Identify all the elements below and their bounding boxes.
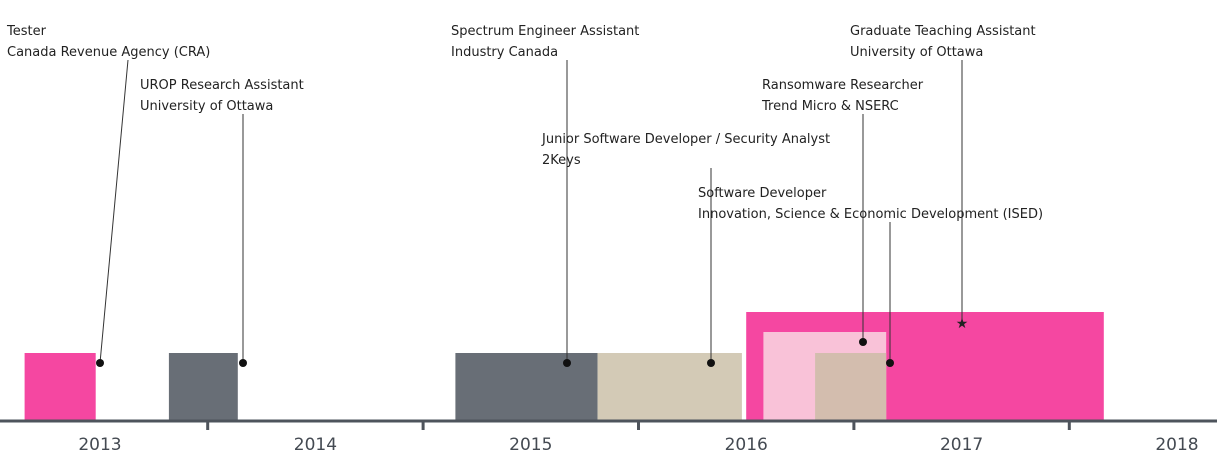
job-labels: Tester Canada Revenue Agency (CRA) UROP Re… <box>6 24 1043 222</box>
job-title-twokeys: Junior Software Developer / Security Ana… <box>541 132 830 147</box>
dot-icon <box>859 338 867 346</box>
dot-icon <box>563 359 571 367</box>
tick-label-2013: 2013 <box>78 435 121 455</box>
leader-tester <box>99 59 129 364</box>
dot-icon <box>707 359 715 367</box>
job-org-tester: Canada Revenue Agency (CRA) <box>7 45 210 60</box>
year-axis: 2013 2014 2015 2016 2017 2018 <box>0 419 1217 455</box>
job-org-ransomware: Trend Micro & NSERC <box>761 99 899 114</box>
bar-ised <box>815 353 887 421</box>
job-bars <box>24 312 1104 421</box>
bar-twokeys <box>597 353 742 421</box>
job-org-gta: University of Ottawa <box>850 45 983 60</box>
job-title-tester: Tester <box>6 24 47 39</box>
dot-icon <box>96 359 104 367</box>
job-org-spectrum: Industry Canada <box>451 45 558 60</box>
tick-label-2014: 2014 <box>294 435 337 455</box>
job-markers: ★ <box>96 316 968 367</box>
job-title-spectrum: Spectrum Engineer Assistant <box>451 24 639 39</box>
job-title-urop: UROP Research Assistant <box>140 78 304 93</box>
dot-icon <box>886 359 894 367</box>
leader-lines <box>99 59 963 364</box>
tick-label-2017: 2017 <box>940 435 983 455</box>
dot-icon <box>239 359 247 367</box>
job-title-gta: Graduate Teaching Assistant <box>850 24 1036 39</box>
tick-label-2016: 2016 <box>725 435 768 455</box>
bar-spectrum <box>455 353 598 421</box>
tick-label-2015: 2015 <box>509 435 552 455</box>
tick-label-2018: 2018 <box>1155 435 1198 455</box>
bar-tester <box>24 353 96 421</box>
job-org-twokeys: 2Keys <box>542 153 581 168</box>
job-org-ised: Innovation, Science & Economic Developme… <box>698 207 1043 222</box>
job-title-ised: Software Developer <box>698 186 827 201</box>
job-org-urop: University of Ottawa <box>140 99 273 114</box>
job-title-ransomware: Ransomware Researcher <box>762 78 924 93</box>
bar-urop <box>168 353 238 421</box>
star-icon: ★ <box>956 316 969 332</box>
